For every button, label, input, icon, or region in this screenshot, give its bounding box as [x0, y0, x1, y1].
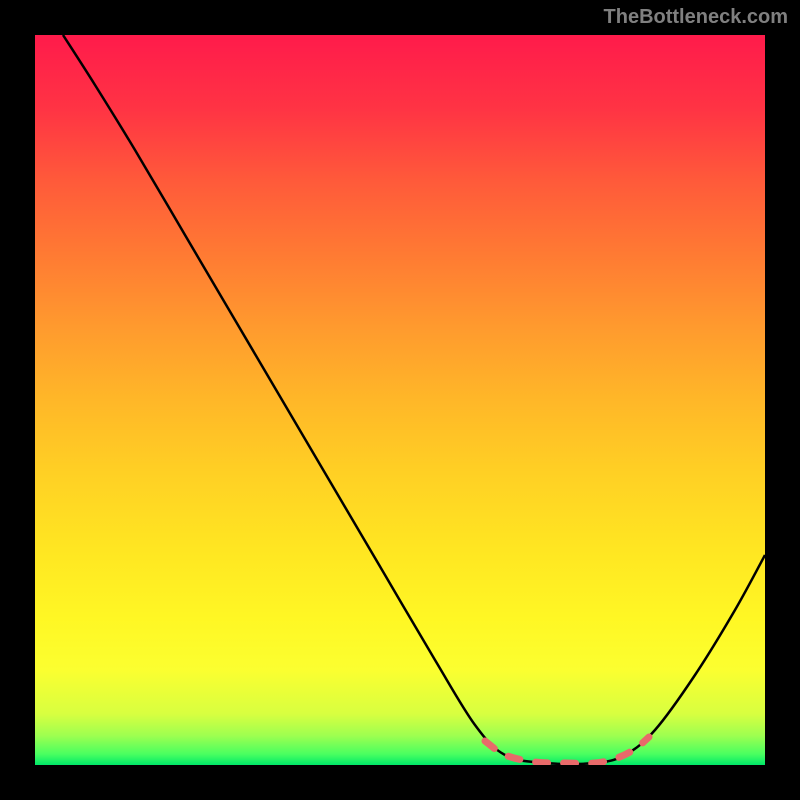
- chart-frame: TheBottleneck.com: [0, 0, 800, 800]
- plot-area: [35, 35, 765, 765]
- optimal-range-dots: [485, 737, 649, 763]
- bottleneck-curve: [63, 35, 765, 764]
- watermark-text: TheBottleneck.com: [604, 6, 788, 29]
- curve-layer: [35, 35, 765, 765]
